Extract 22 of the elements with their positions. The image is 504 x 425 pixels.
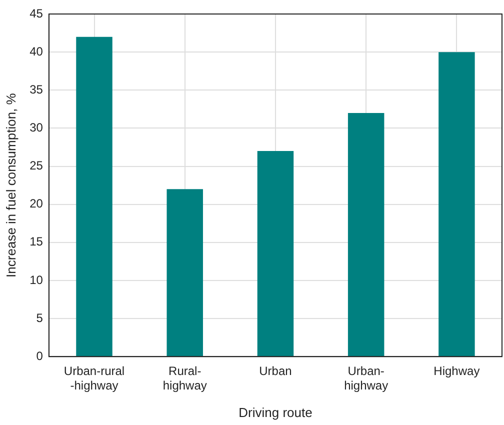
y-tick-label: 0 bbox=[36, 348, 44, 363]
x-tick-label: Urban- highway bbox=[344, 364, 388, 393]
bar bbox=[257, 151, 294, 356]
y-tick-label: 15 bbox=[30, 234, 44, 249]
y-tick-label: 25 bbox=[30, 158, 44, 173]
y-tick-label: 20 bbox=[30, 196, 44, 211]
bar bbox=[438, 52, 475, 356]
y-tick-label: 35 bbox=[30, 82, 44, 96]
y-tick-label: 10 bbox=[30, 272, 44, 287]
y-tick-label: 30 bbox=[30, 120, 44, 135]
y-tick-label: 45 bbox=[30, 6, 44, 20]
y-tick-label: 40 bbox=[30, 44, 44, 58]
bar bbox=[348, 112, 384, 356]
bar bbox=[76, 36, 112, 356]
x-tick-label: Highway bbox=[434, 364, 480, 378]
bar bbox=[166, 189, 203, 356]
y-axis-title: Increase in fuel consumption, % bbox=[3, 92, 18, 278]
x-tick-label: Urban bbox=[259, 364, 292, 378]
y-tick-label: 5 bbox=[36, 310, 44, 325]
x-axis-title: Driving route bbox=[238, 404, 312, 420]
x-tick-label: Rural- highway bbox=[162, 364, 207, 393]
x-tick-label: Urban-rural -highway bbox=[64, 364, 125, 393]
